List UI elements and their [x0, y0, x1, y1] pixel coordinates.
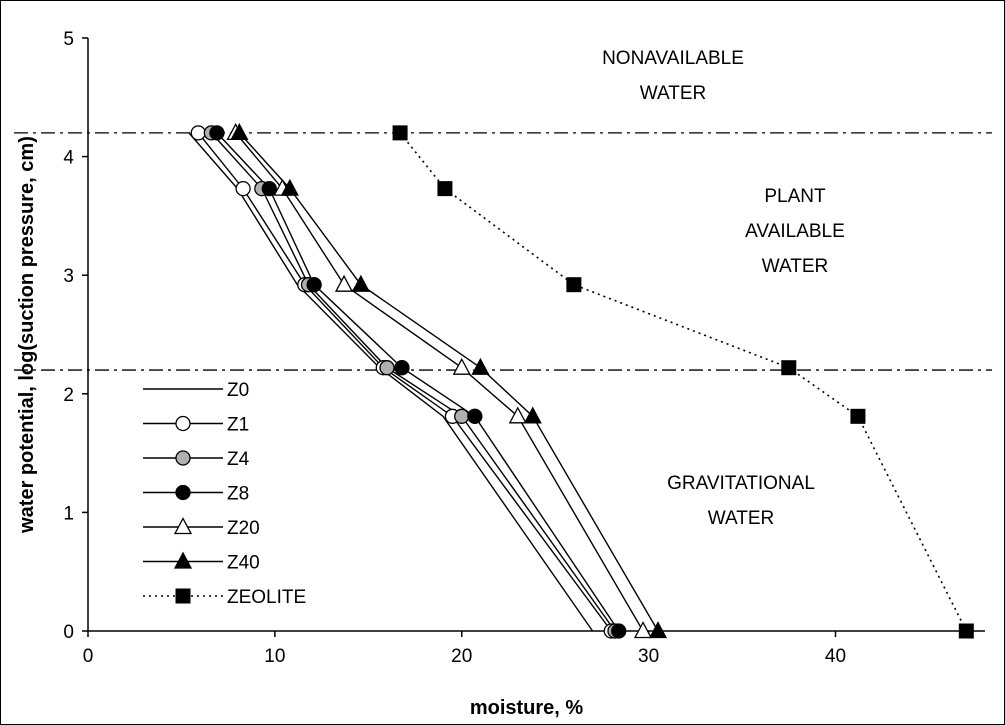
data-point-zeolite	[566, 277, 582, 293]
legend-label-z1: Z1	[227, 415, 249, 436]
x-tick-label: 10	[264, 646, 285, 667]
legend-marker-z1	[175, 415, 191, 432]
legend-label-z0: Z0	[227, 380, 249, 401]
legend-label-z20: Z20	[227, 518, 260, 539]
data-point-z40	[280, 178, 299, 196]
series-line-zeolite	[399, 132, 968, 632]
zone-label-gravitational-line1: GRAVITATIONAL	[667, 473, 815, 494]
data-point-z40	[523, 406, 542, 424]
data-point-zeolite	[850, 408, 866, 424]
data-point-z8	[261, 180, 277, 197]
plot-area: 0 1 2 3 4 5 0 10 20 30 40	[14, 29, 992, 667]
y-tick-label: 0	[63, 622, 74, 643]
data-point-z8	[467, 408, 483, 424]
data-point-zeolite	[781, 360, 797, 376]
zone-label-plant-line1: PLANT	[764, 186, 826, 207]
zone-label-nonavailable-line2: WATER	[640, 83, 707, 104]
data-point-z40	[351, 274, 370, 292]
data-point-z4	[454, 408, 470, 424]
legend-label-z8: Z8	[227, 484, 249, 505]
series-line-z20	[235, 132, 644, 632]
x-tick-label: 30	[638, 646, 659, 667]
zone-label-plant-line3: WATER	[762, 256, 829, 277]
x-tick-label: 40	[825, 646, 846, 667]
data-point-z8	[611, 623, 627, 639]
series-line-z40	[238, 132, 659, 632]
data-point-z8	[306, 277, 322, 293]
series-line-z4	[210, 132, 616, 632]
legend-label-z40: Z40	[227, 553, 260, 574]
data-point-z8	[394, 360, 410, 376]
data-point-z40	[230, 122, 249, 141]
y-axis-title: water potential, log(suction pressure, c…	[16, 136, 38, 534]
data-point-z20	[452, 357, 471, 375]
x-axis-title: moisture, %	[470, 697, 584, 719]
data-point-z1	[190, 125, 206, 141]
series-line-z1	[197, 132, 612, 632]
data-point-zeolite	[392, 125, 408, 141]
legend: Z0 Z1 Z4 Z8 Z20 Z40 ZEOLITE	[143, 380, 306, 608]
data-point-zeolite	[437, 181, 453, 197]
data-point-z40	[648, 621, 668, 639]
legend-marker-z8	[175, 484, 191, 501]
y-tick-label: 1	[63, 503, 74, 524]
zone-label-nonavailable-line1: NONAVAILABLE	[602, 48, 744, 69]
x-tick-label: 20	[451, 646, 472, 667]
legend-label-zeolite: ZEOLITE	[227, 587, 306, 608]
legend-label-z4: Z4	[227, 449, 250, 470]
legend-marker-zeolite	[175, 588, 191, 604]
data-point-z4	[379, 360, 395, 376]
data-point-z20	[508, 406, 527, 424]
data-point-z40	[471, 357, 490, 375]
series-line-z0	[188, 132, 594, 632]
zone-label-gravitational-line2: WATER	[708, 508, 775, 529]
y-tick-label: 4	[63, 148, 74, 169]
data-point-zeolite	[958, 623, 974, 639]
legend-marker-z4	[175, 450, 191, 466]
data-point-z8	[209, 125, 225, 141]
x-tick-label: 0	[83, 646, 94, 667]
legend-marker-z20	[173, 517, 193, 535]
series-line-z8	[216, 132, 620, 632]
y-tick-label: 2	[63, 385, 74, 406]
data-point-z20	[633, 621, 653, 639]
legend-marker-z40	[173, 551, 193, 569]
zone-label-plant-line2: AVAILABLE	[745, 221, 845, 242]
y-tick-label: 5	[63, 29, 74, 50]
y-tick-label: 3	[63, 266, 74, 287]
data-point-z1	[235, 180, 251, 197]
data-point-z20	[334, 274, 354, 292]
